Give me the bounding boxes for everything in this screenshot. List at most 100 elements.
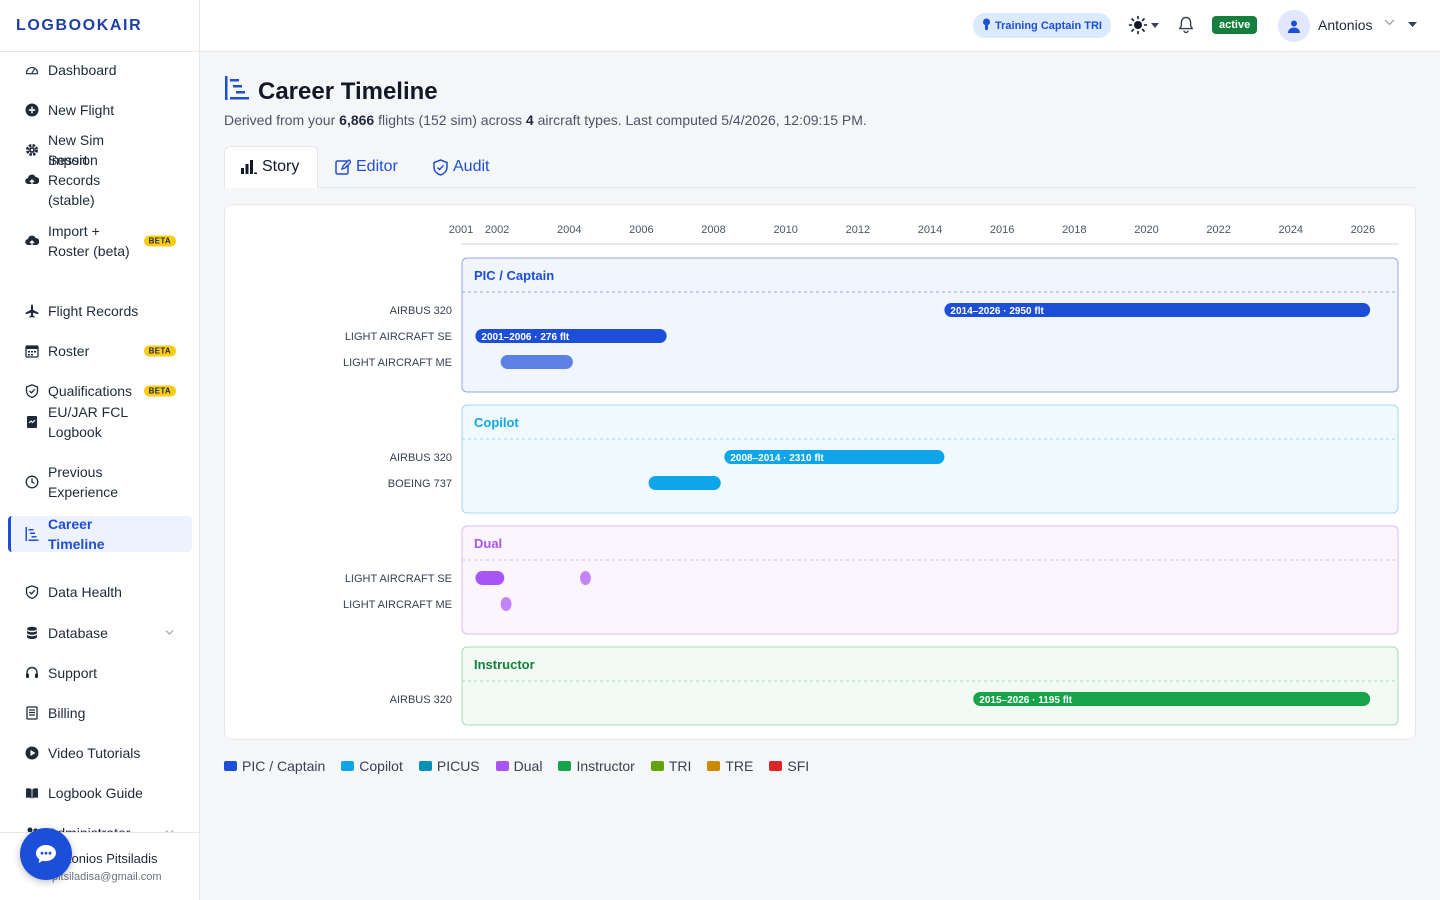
sidebar-item-qualifications[interactable]: Qualifications BETA: [8, 375, 192, 407]
timeline-bar[interactable]: [500, 355, 573, 369]
legend-item: Instructor: [558, 758, 635, 774]
legend-label: PICUS: [436, 758, 480, 774]
sidebar-item-roster[interactable]: Roster BETA: [8, 335, 192, 367]
type-count: 4: [525, 112, 534, 128]
sidebar-item-label: New Sim Session: [48, 132, 105, 168]
beta-badge: BETA: [143, 235, 176, 247]
bar-label: 2015–2026 · 1195 flt: [979, 695, 1073, 706]
sidebar-item-import-records-stable[interactable]: Import Records (stable): [8, 152, 192, 208]
notifications-button[interactable]: [1178, 16, 1194, 39]
group-panel: [461, 646, 1399, 726]
sidebar-item-import-roster-beta[interactable]: Import + Roster (beta) BETA: [8, 215, 192, 267]
flight-count: 6,866: [339, 112, 375, 128]
timeline-bar[interactable]: [500, 597, 512, 611]
play-icon: [25, 746, 39, 760]
x-tick-label: 2018: [1062, 224, 1086, 236]
sidebar-item-label: Dashboard: [48, 62, 117, 78]
chevron-down-icon: [165, 628, 174, 639]
row-label: LIGHT AIRCRAFT SE: [345, 331, 452, 343]
shield-icon: [25, 384, 39, 398]
timeline-bar[interactable]: [973, 692, 1371, 706]
sidebar-item-label: Import Records (stable): [48, 152, 101, 208]
subtitle-prefix: Derived from your: [224, 112, 340, 128]
legend-label: Instructor: [576, 758, 635, 774]
brand-logo[interactable]: LOGBOOKAIR: [0, 0, 199, 52]
avatar[interactable]: [1278, 10, 1310, 42]
sidebar-item-logbook-guide[interactable]: Logbook Guide: [8, 777, 192, 809]
page-subtitle: Derived from your 6,866 flights (152 sim…: [224, 112, 867, 128]
group-instructor: Instructor AIRBUS 320 2015–2026 · 1195 flt: [390, 646, 1399, 726]
sidebar-item-new-sim-session[interactable]: New Sim Session: [8, 132, 192, 168]
timeline-bar[interactable]: [724, 450, 945, 464]
group-panel: [461, 257, 1399, 393]
tab-audit[interactable]: Audit: [433, 146, 489, 188]
caret-down-icon[interactable]: [1408, 19, 1417, 29]
tab-audit-label: Audit: [453, 158, 490, 175]
bar-label: 2001–2006 · 276 flt: [481, 332, 570, 343]
calendar-icon: [25, 344, 39, 358]
tab-editor[interactable]: Editor: [335, 146, 398, 188]
edit-icon: [335, 159, 351, 175]
sidebar-item-video-tutorials[interactable]: Video Tutorials: [8, 737, 192, 769]
role-label: Training Captain TRI: [995, 19, 1102, 32]
timeline-bar[interactable]: [944, 303, 1371, 317]
sidebar-item-support[interactable]: Support: [8, 657, 192, 689]
chat-icon: [36, 845, 56, 863]
sidebar-item-label: Career Timeline: [48, 516, 105, 552]
legend-swatch: [224, 761, 237, 771]
x-tick-label: 2022: [1206, 224, 1230, 236]
sidebar-item-label: Billing: [48, 705, 86, 721]
caret-down-icon: [1151, 22, 1159, 28]
beta-badge: BETA: [143, 345, 176, 357]
sidebar-item-dashboard[interactable]: Dashboard: [8, 54, 192, 86]
subtitle-suffix: aircraft types. Last computed 5/4/2026, …: [533, 112, 867, 128]
timeline-bar[interactable]: [648, 476, 721, 490]
tab-story[interactable]: Story: [224, 146, 318, 188]
sidebar-item-career-timeline[interactable]: Career Timeline: [8, 516, 192, 552]
timeline-icon: [224, 76, 250, 107]
bar-chart-icon: [241, 160, 257, 174]
group-title: PIC / Captain: [474, 268, 554, 283]
tab-story-label: Story: [262, 158, 300, 175]
x-tick-label: 2002: [485, 224, 509, 236]
user-menu-name[interactable]: Antonios: [1318, 17, 1373, 33]
x-tick-label: 2014: [918, 224, 942, 236]
timeline-bar[interactable]: [475, 329, 667, 343]
legend-swatch: [418, 761, 432, 771]
shield-check-icon: [25, 585, 39, 599]
group-title: Copilot: [474, 415, 519, 430]
x-tick-label: 2008: [701, 224, 725, 236]
legend-item: TRI: [650, 758, 691, 774]
sidebar-item-eu-jar-fcl-logbook[interactable]: EU/JAR FCL Logbook: [8, 396, 192, 448]
tab-editor-label: Editor: [356, 158, 398, 175]
sidebar-user-name: Antonios Pitsiladis: [52, 851, 158, 866]
timeline-bar[interactable]: [475, 571, 505, 585]
history-icon: [25, 475, 39, 489]
topbar: Training Captain TRI active Antonios: [200, 0, 1440, 52]
theme-toggle[interactable]: [1128, 15, 1159, 35]
group-title: Instructor: [474, 657, 535, 672]
sidebar-item-database[interactable]: Database: [8, 617, 192, 649]
sidebar-item-data-health[interactable]: Data Health: [8, 576, 192, 608]
sidebar-item-new-flight[interactable]: New Flight: [8, 94, 192, 126]
legend-swatch: [650, 761, 664, 771]
chevron-down-icon: [165, 828, 174, 832]
chevron-down-icon[interactable]: [1384, 17, 1395, 29]
role-badge[interactable]: Training Captain TRI: [973, 13, 1111, 38]
book-icon: [25, 415, 39, 429]
view-tabs: Story Editor Audit: [224, 146, 1416, 188]
legend-label: PIC / Captain: [242, 758, 326, 774]
group-title: Dual: [474, 536, 502, 551]
sidebar-item-previous-experience[interactable]: Previous Experience: [8, 456, 192, 508]
sidebar-item-flight-records[interactable]: Flight Records: [8, 295, 192, 327]
x-tick-label: 2001: [449, 224, 473, 236]
legend-label: TRE: [725, 758, 754, 774]
timeline-bar[interactable]: [580, 571, 591, 585]
sidebar-item-label: Administrator: [48, 823, 130, 832]
x-tick-label: 2020: [1134, 224, 1158, 236]
chat-button[interactable]: [20, 828, 72, 880]
group-copilot: Copilot AIRBUS 320 2008–2014 · 2310 flt BOE…: [388, 404, 1399, 514]
legend-item: Dual: [495, 758, 542, 774]
sidebar-item-billing[interactable]: Billing: [8, 697, 192, 729]
bar-label: 2014–2026 · 2950 flt: [950, 306, 1044, 317]
